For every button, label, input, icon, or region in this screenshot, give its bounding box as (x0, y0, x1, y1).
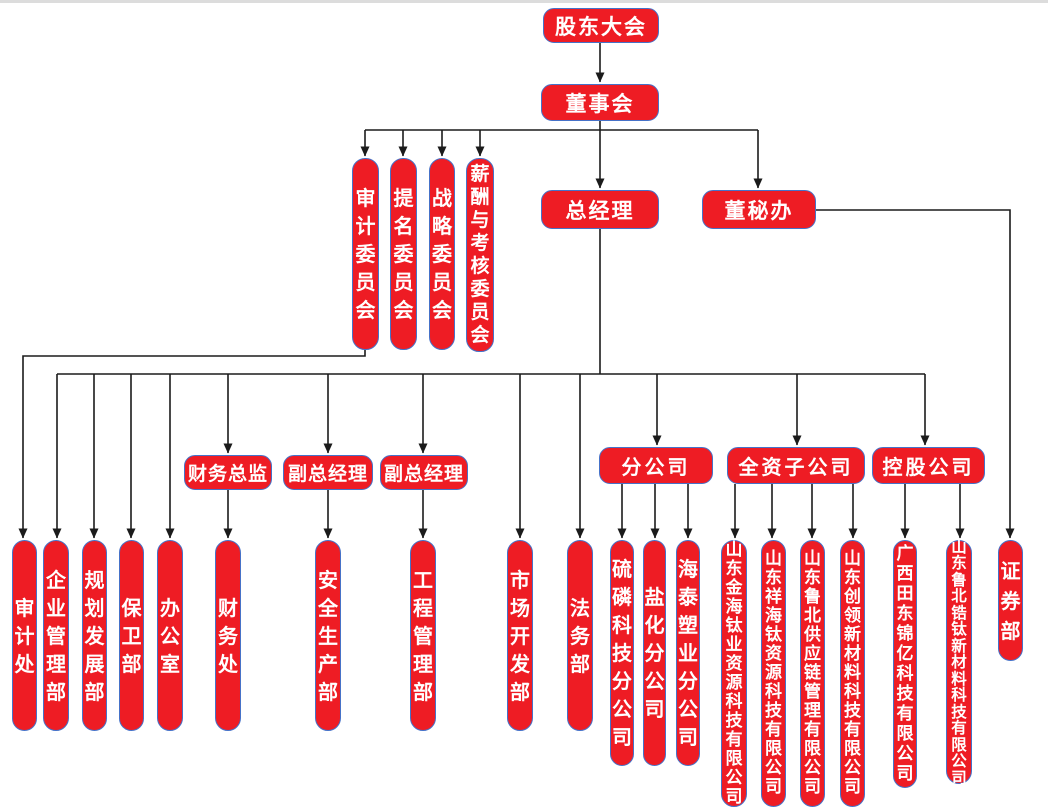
node-holding-companies: 控股公司 (872, 447, 985, 484)
node-enterprise-management-dept: 企业管理部 (43, 540, 69, 731)
node-safety-production-dept: 安全生产部 (315, 540, 341, 731)
node-deputy-gm-2: 副总经理 (380, 455, 468, 490)
node-salt-chemical-branch: 盐化分公司 (643, 540, 666, 766)
node-finance-office: 财务处 (215, 540, 241, 731)
node-securities-dept: 证券部 (998, 540, 1023, 661)
node-deputy-gm-1: 副总经理 (283, 455, 373, 490)
node-strategy-committee: 战略委员会 (429, 158, 455, 350)
node-tiandong-jinyi-tech-co: 广西田东锦亿科技有限公司 (893, 540, 917, 788)
node-audit-office: 审计处 (12, 540, 37, 731)
node-legal-affairs-dept: 法务部 (567, 540, 593, 731)
node-jinhai-titanium-resources-co: 山东金海钛业资源科技有限公司 (721, 540, 747, 807)
node-shareholders-meeting: 股东大会 (543, 8, 659, 43)
node-nomination-committee: 提名委员会 (390, 158, 417, 350)
page-top-edge (0, 0, 1048, 3)
node-chuangling-new-materials-co: 山东创领新材料科技有限公司 (840, 540, 865, 807)
node-market-development-dept: 市场开发部 (507, 540, 533, 731)
node-engineering-management-dept: 工程管理部 (410, 540, 436, 731)
node-board-secretary-office: 董秘办 (702, 190, 816, 229)
node-sulfur-phosphorus-tech-branch: 硫磷科技分公司 (610, 540, 634, 766)
node-branch-companies: 分公司 (599, 447, 713, 484)
node-xianghai-titanium-resources-co: 山东祥海钛资源科技有限公司 (761, 540, 786, 807)
node-compensation-assessment-committee: 薪酬与考核委员会 (466, 158, 494, 352)
node-security-guard-dept: 保卫部 (119, 540, 144, 731)
node-cfo: 财务总监 (184, 455, 272, 490)
node-general-office: 办公室 (157, 540, 183, 731)
node-haitai-plastics-branch: 海泰塑业分公司 (676, 540, 700, 766)
node-wholly-owned-subsidiaries: 全资子公司 (727, 447, 865, 484)
node-lubei-zirconium-titanium-co: 山东鲁北锆钛新材料科技有限公司 (946, 539, 972, 785)
node-board-of-directors: 董事会 (541, 84, 659, 121)
node-planning-development-dept: 规划发展部 (82, 540, 107, 731)
node-lubei-supply-chain-co: 山东鲁北供应链管理有限公司 (800, 540, 825, 807)
node-audit-committee: 审计委员会 (352, 158, 379, 350)
node-general-manager: 总经理 (541, 190, 659, 229)
